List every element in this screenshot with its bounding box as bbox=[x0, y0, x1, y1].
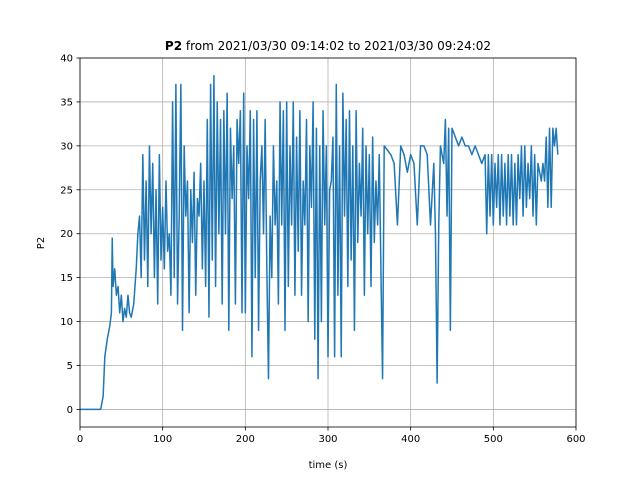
series-line bbox=[80, 74, 559, 411]
x-axis-ticks: 0 100 200 300 400 500 600 bbox=[77, 427, 586, 445]
series-group bbox=[80, 74, 559, 411]
y-tick-label: 25 bbox=[60, 185, 73, 196]
x-tick-label: 500 bbox=[484, 434, 503, 445]
y-tick-label: 10 bbox=[60, 317, 73, 328]
x-axis-label: time (s) bbox=[309, 460, 348, 471]
chart-title: P2 from 2021/03/30 09:14:02 to 2021/03/3… bbox=[165, 39, 491, 53]
x-tick-label: 100 bbox=[153, 434, 172, 445]
y-axis-ticks: 0 5 10 15 20 25 30 35 40 bbox=[60, 54, 80, 416]
x-tick-label: 200 bbox=[236, 434, 255, 445]
x-tick-label: 300 bbox=[318, 434, 337, 445]
chart-title-bold: P2 bbox=[165, 39, 182, 53]
y-tick-label: 20 bbox=[60, 229, 73, 240]
y-tick-label: 40 bbox=[60, 54, 73, 65]
y-tick-label: 30 bbox=[60, 141, 73, 152]
y-tick-label: 0 bbox=[67, 405, 73, 416]
x-tick-label: 0 bbox=[77, 434, 83, 445]
chart-title-rest: from 2021/03/30 09:14:02 to 2021/03/30 0… bbox=[182, 39, 491, 53]
y-axis-label: P2 bbox=[36, 237, 47, 249]
y-tick-label: 15 bbox=[60, 273, 73, 284]
x-tick-label: 400 bbox=[401, 434, 420, 445]
x-tick-label: 600 bbox=[566, 434, 585, 445]
y-tick-label: 35 bbox=[60, 97, 73, 108]
y-tick-label: 5 bbox=[67, 361, 73, 372]
